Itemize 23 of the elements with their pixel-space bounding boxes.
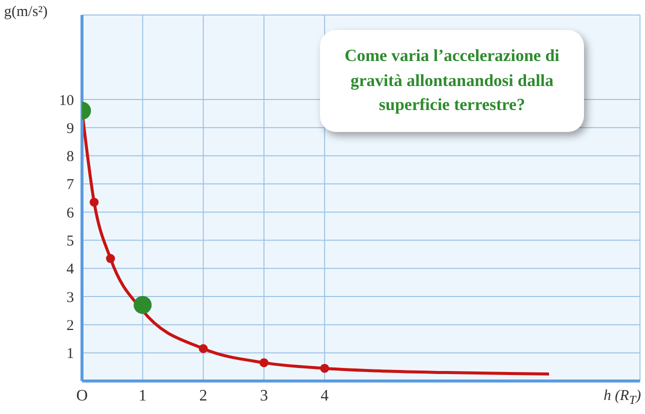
y-tick-label: 3: [66, 290, 74, 306]
x-tick-label: 4: [320, 387, 329, 404]
y-axis-title: g(m/s²): [4, 4, 48, 21]
point: [106, 254, 116, 264]
x-tick-label: 3: [260, 387, 268, 404]
y-tick-label: 5: [66, 234, 74, 250]
y-tick-label: 7: [66, 177, 74, 194]
y-tick-label: 8: [66, 149, 74, 166]
x-tick-label: 2: [199, 387, 208, 404]
x-tick-label: O: [76, 387, 88, 404]
point: [198, 344, 208, 354]
y-tick-label: 6: [66, 205, 74, 222]
point: [320, 364, 330, 373]
annotation: Come varia l’accelerazione di gravità allontanandosi dalla superficie terrestre?: [320, 30, 584, 132]
y-tick-label: 2: [66, 318, 74, 334]
y-tick-label: 1: [66, 346, 74, 362]
point: [259, 358, 268, 368]
y-tick-label: 4: [66, 262, 74, 278]
y-tick-label: 9: [66, 120, 74, 137]
y-tick-label: 10: [59, 92, 74, 109]
x-axis-title: h (R$_{T}$): [604, 388, 641, 408]
point: [90, 198, 99, 207]
x-tick-label: 1: [138, 387, 147, 404]
